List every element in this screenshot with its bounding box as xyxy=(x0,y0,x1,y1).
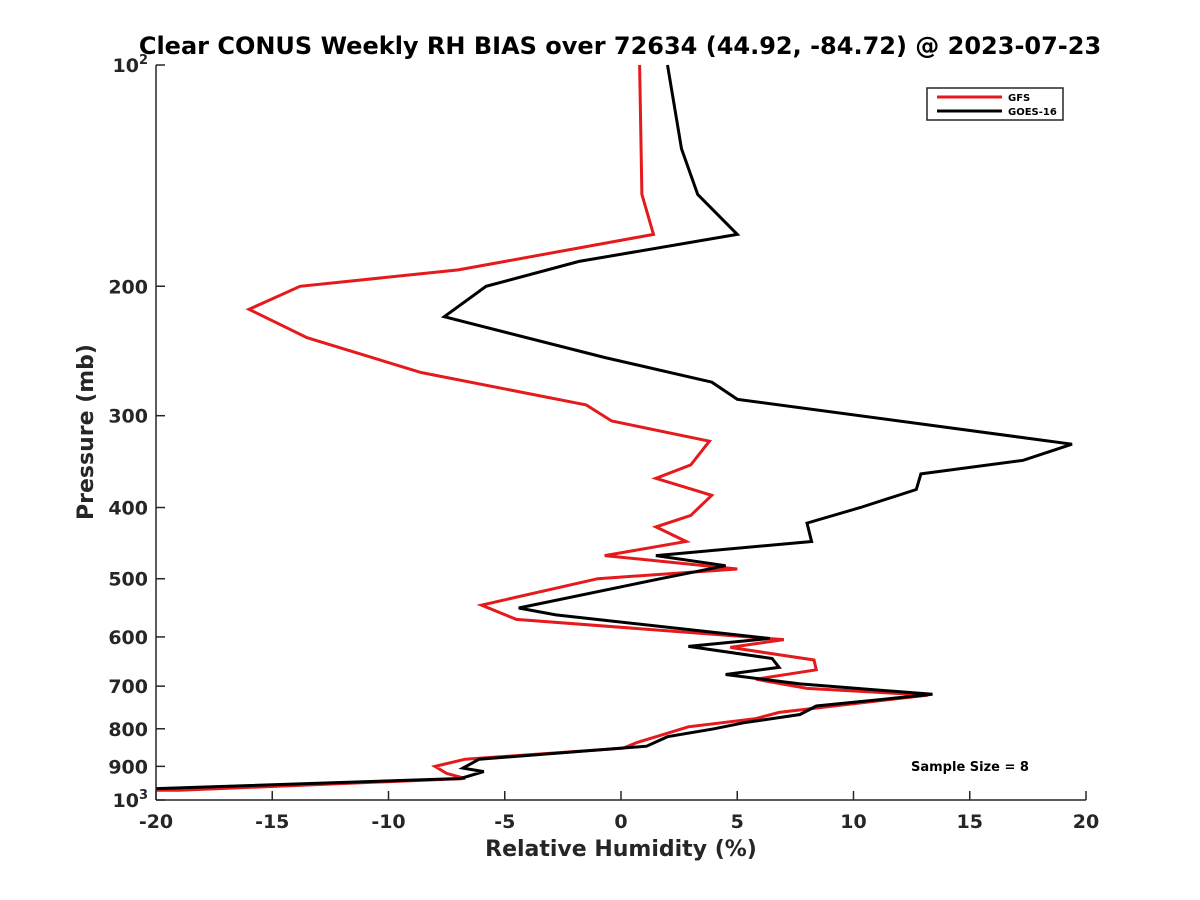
chart-title: Clear CONUS Weekly RH BIAS over 72634 (4… xyxy=(139,32,1101,60)
legend-label-gfs: GFS xyxy=(1008,93,1030,104)
x-ticks: -20 -15 -10 -5 0 5 10 15 20 xyxy=(139,791,1099,833)
series-layer xyxy=(155,64,1073,792)
y-tick-label: 102 xyxy=(113,53,149,77)
x-axis-label: Relative Humidity (%) xyxy=(485,837,757,862)
y-tick-label: 800 xyxy=(108,719,148,741)
x-tick-label: 0 xyxy=(614,811,627,833)
series-line-goes-16 xyxy=(155,64,1073,791)
x-tick-label: 15 xyxy=(957,811,983,833)
legend-box xyxy=(926,87,1064,121)
x-tick-label: 10 xyxy=(840,811,866,833)
y-axis-label: Pressure (mb) xyxy=(74,344,99,520)
y-ticks: 102 200 300 400 500 600 700 800 900 103 xyxy=(108,53,165,812)
y-tick-label: 500 xyxy=(108,569,148,591)
y-tick-label: 700 xyxy=(108,676,148,698)
y-tick-label: 900 xyxy=(108,756,148,778)
y-tick-label: 600 xyxy=(108,627,148,649)
x-tick-label: -20 xyxy=(139,811,173,833)
y-tick-label: 103 xyxy=(113,788,149,812)
x-tick-label: -5 xyxy=(494,811,515,833)
series-line-gfs xyxy=(156,64,929,792)
axes-layer xyxy=(155,65,1086,801)
y-tick-label: 200 xyxy=(108,276,148,298)
y-tick-label: 300 xyxy=(108,406,148,428)
sample-size-annotation: Sample Size = 8 xyxy=(911,760,1029,775)
x-tick-label: -10 xyxy=(371,811,405,833)
x-tick-label: 20 xyxy=(1073,811,1099,833)
legend: GFS GOES-16 xyxy=(926,87,1064,121)
y-tick-label: 400 xyxy=(108,498,148,520)
x-tick-label: 5 xyxy=(731,811,744,833)
legend-label-goes-16: GOES-16 xyxy=(1008,107,1057,118)
x-tick-label: -15 xyxy=(255,811,289,833)
